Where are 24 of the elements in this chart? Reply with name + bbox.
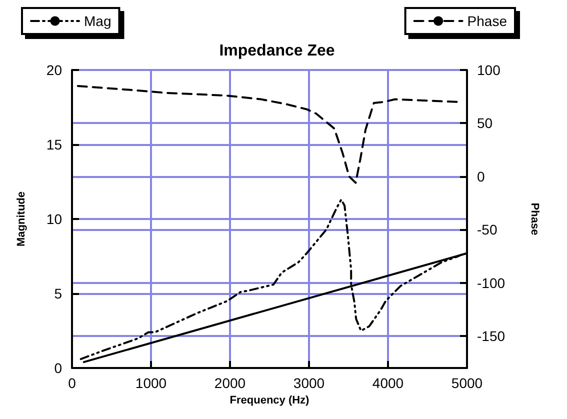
y2-tick-label: 50	[477, 115, 493, 132]
x-tick-label: 2000	[214, 375, 246, 391]
y2-tick-label: -100	[477, 274, 506, 291]
y-tick-label: 20	[46, 62, 62, 78]
y-axis-title: Magnitude	[16, 192, 28, 246]
legend-label: Mag	[84, 13, 112, 29]
x-tick-label: 0	[68, 375, 76, 391]
x-tick-label: 5000	[451, 375, 483, 391]
y2-tick-label: -50	[477, 222, 498, 238]
chart-title: Impedance Zee	[219, 42, 335, 60]
y-tick-label: 10	[46, 211, 62, 227]
y2-tick-label: 0	[477, 168, 485, 184]
y2-tick-label: 100	[477, 62, 501, 78]
y2-tick-label: -150	[477, 328, 506, 344]
legend-label: Phase	[467, 13, 508, 29]
x-tick-label: 4000	[372, 375, 404, 391]
x-axis-title: Frequency (Hz)	[230, 394, 310, 406]
x-tick-label: 3000	[293, 375, 325, 391]
x-tick-label: 1000	[135, 375, 167, 391]
y-tick-label: 0	[54, 360, 62, 376]
y2-axis-title: Phase	[528, 202, 540, 236]
y-tick-label: 15	[46, 136, 62, 152]
line-series	[76, 84, 459, 184]
y-tick-label: 5	[54, 286, 62, 302]
